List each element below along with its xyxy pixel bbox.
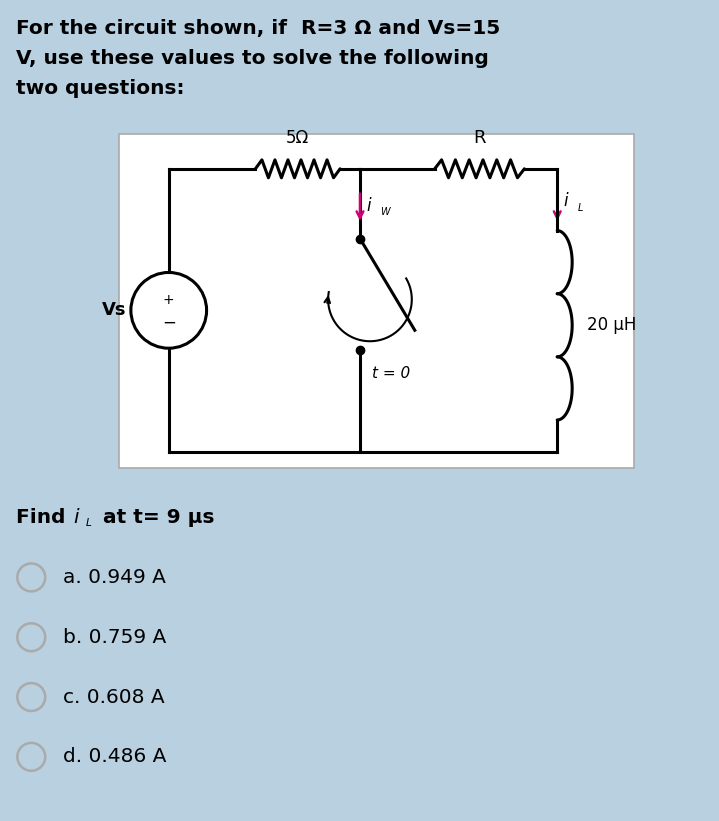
Text: For the circuit shown, if  R=3 Ω and Vs=15: For the circuit shown, if R=3 Ω and Vs=1… bbox=[17, 20, 500, 39]
Text: 20 μH: 20 μH bbox=[587, 316, 636, 334]
Text: a. 0.949 A: a. 0.949 A bbox=[63, 568, 166, 587]
Text: Find: Find bbox=[17, 507, 73, 526]
Text: d. 0.486 A: d. 0.486 A bbox=[63, 747, 167, 766]
Text: 5Ω: 5Ω bbox=[285, 129, 309, 147]
Text: +: + bbox=[163, 293, 175, 307]
Text: $_L$: $_L$ bbox=[85, 514, 93, 529]
Text: b. 0.759 A: b. 0.759 A bbox=[63, 628, 166, 647]
Text: t = 0: t = 0 bbox=[372, 366, 411, 381]
Bar bbox=[119, 134, 634, 468]
Text: $i$: $i$ bbox=[366, 197, 372, 215]
Text: at t= 9 μs: at t= 9 μs bbox=[96, 507, 214, 526]
Text: $_L$: $_L$ bbox=[577, 200, 584, 213]
Text: −: − bbox=[162, 314, 175, 332]
Text: $i$: $i$ bbox=[563, 192, 569, 209]
Text: $i$: $i$ bbox=[73, 507, 81, 526]
Text: V, use these values to solve the following: V, use these values to solve the followi… bbox=[17, 49, 489, 68]
Text: c. 0.608 A: c. 0.608 A bbox=[63, 687, 165, 707]
Text: R: R bbox=[473, 129, 486, 147]
Text: two questions:: two questions: bbox=[17, 79, 185, 99]
Text: Vs: Vs bbox=[101, 301, 127, 319]
Text: $_W$: $_W$ bbox=[380, 204, 392, 218]
